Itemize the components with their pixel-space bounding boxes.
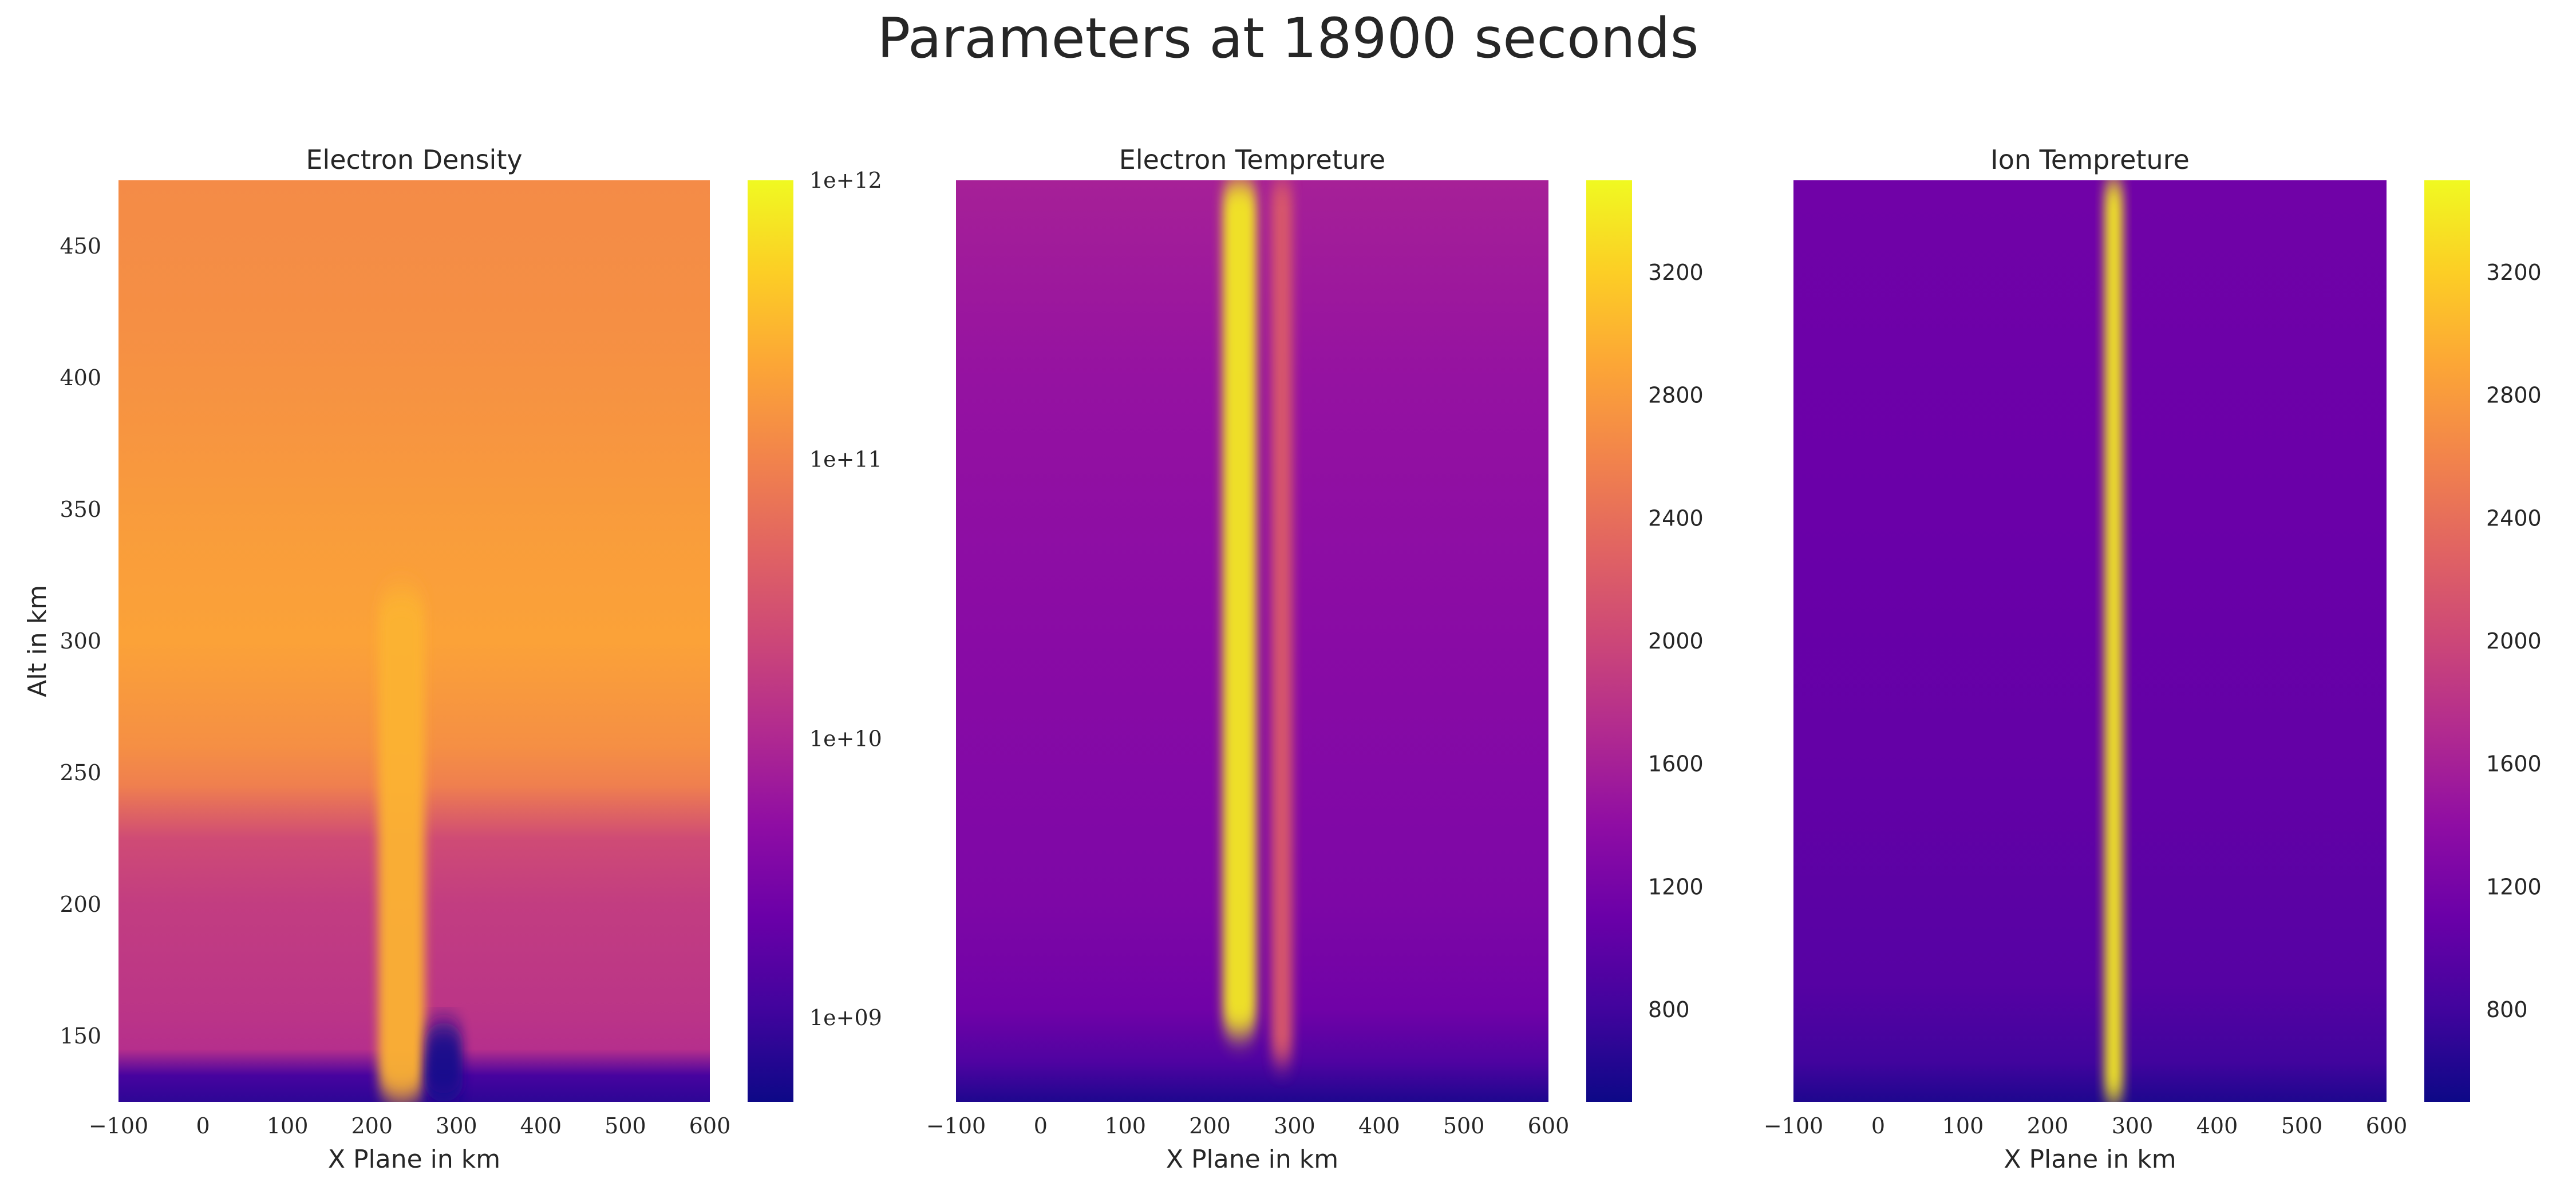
colorbar-tick-label: 2000 xyxy=(2486,628,2542,654)
colorbar-tick-label: 2000 xyxy=(1648,628,1704,654)
colorbar-tick-label: 800 xyxy=(1648,997,1690,1022)
colorbar-tick-label: 800 xyxy=(2486,997,2528,1022)
x-tick-label: 300 xyxy=(1274,1113,1315,1138)
x-tick-label: 600 xyxy=(689,1113,731,1138)
x-tick-label: 500 xyxy=(2281,1113,2323,1138)
colorbar-tick-label: 1e+12 xyxy=(809,168,882,193)
x-tick-label: 0 xyxy=(1034,1113,1048,1138)
colorbar-tick-label: 3200 xyxy=(1648,260,1704,285)
panel-2: Electron Tempreture −100 0 100 200 300 400 500 6… xyxy=(926,144,1704,1174)
x-tick-label: 200 xyxy=(351,1113,393,1138)
figure-title: Parameters at 18900 seconds xyxy=(877,6,1698,70)
x-tick-label: 0 xyxy=(196,1113,210,1138)
panel-1: Electron Density −100 0 100 200 300 400 500 600 X… xyxy=(23,144,882,1174)
y-tick-label: 300 xyxy=(60,628,101,654)
x-tick-label: −100 xyxy=(89,1113,148,1138)
x-tick-label: 300 xyxy=(436,1113,477,1138)
panel-title: Electron Density xyxy=(306,144,522,175)
x-tick-label: 200 xyxy=(2027,1113,2069,1138)
x-tick-label: 200 xyxy=(1189,1113,1231,1138)
y-axis-label: Alt in km xyxy=(23,585,52,697)
colorbar-tick-label: 1e+09 xyxy=(809,1005,882,1030)
colorbar-tick-label: 2400 xyxy=(2486,505,2542,531)
y-tick-label: 400 xyxy=(60,365,101,390)
colorbar xyxy=(2424,180,2470,1102)
x-tick-label: 0 xyxy=(1871,1113,1885,1138)
colorbar-tick-label: 1600 xyxy=(2486,752,2542,777)
colorbar-tick-label: 2400 xyxy=(1648,505,1704,531)
colorbar-tick-label: 1200 xyxy=(2486,874,2542,899)
x-tick-label: −100 xyxy=(1764,1113,1823,1138)
x-tick-label: 600 xyxy=(2366,1113,2408,1138)
x-tick-label: 400 xyxy=(520,1113,562,1138)
colorbar-tick-label: 1600 xyxy=(1648,752,1704,777)
colorbar-tick-label: 3200 xyxy=(2486,260,2542,285)
x-tick-label: 100 xyxy=(267,1113,309,1138)
panel-title: Ion Tempreture xyxy=(1990,144,2190,175)
colorbar xyxy=(748,180,793,1102)
colorbar-tick-label: 1e+10 xyxy=(809,726,882,751)
x-tick-label: 300 xyxy=(2112,1113,2154,1138)
colorbar-tick-label: 1200 xyxy=(1648,874,1704,899)
heatmap-feature-2 xyxy=(424,1023,463,1102)
x-axis-label: X Plane in km xyxy=(328,1145,500,1174)
colorbar xyxy=(1586,180,1632,1102)
heatmap-background xyxy=(1793,180,2387,1102)
y-tick-label: 250 xyxy=(60,760,101,785)
y-tick-label: 150 xyxy=(60,1023,101,1049)
x-tick-label: 400 xyxy=(1358,1113,1400,1138)
x-tick-label: 100 xyxy=(1942,1113,1984,1138)
x-tick-label: 600 xyxy=(1528,1113,1570,1138)
colorbar-tick-label: 2800 xyxy=(1648,383,1704,408)
x-axis-label: X Plane in km xyxy=(1166,1145,1338,1174)
panel-title: Electron Tempreture xyxy=(1119,144,1385,175)
x-tick-label: −100 xyxy=(926,1113,986,1138)
y-tick-label: 450 xyxy=(60,234,101,259)
x-tick-label: 500 xyxy=(605,1113,646,1138)
colorbar-tick-label: 2800 xyxy=(2486,383,2542,408)
panel-3: Ion Tempreture −100 0 100 200 300 400 500 600 X P… xyxy=(1764,144,2542,1174)
x-tick-label: 500 xyxy=(1443,1113,1485,1138)
x-tick-label: 100 xyxy=(1104,1113,1146,1138)
panels: Electron Density −100 0 100 200 300 400 500 600 X… xyxy=(23,144,2542,1174)
y-tick-label: 350 xyxy=(60,497,101,522)
heatmap-feature-1 xyxy=(2104,180,2123,1102)
y-tick-label: 200 xyxy=(60,892,101,917)
heatmap-feature-2 xyxy=(1271,180,1293,1062)
x-tick-label: 400 xyxy=(2196,1113,2238,1138)
colorbar-tick-label: 1e+11 xyxy=(809,447,882,472)
heatmap-feature-1 xyxy=(1222,180,1257,1036)
heatmap-feature-1 xyxy=(378,588,425,1102)
x-axis-label: X Plane in km xyxy=(2004,1145,2176,1174)
